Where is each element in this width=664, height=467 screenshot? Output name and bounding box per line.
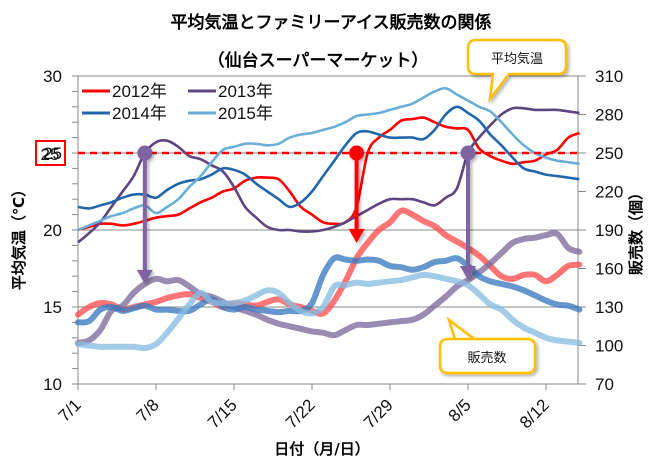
sales-line-2013 — [75, 230, 583, 346]
temperature-line-2015 — [77, 86, 580, 232]
y2-tick-label: 100 — [595, 337, 623, 356]
arrow-marker-dot — [460, 145, 476, 161]
y2-tick-label: 70 — [595, 375, 614, 394]
y2-tick-label: 160 — [595, 260, 623, 279]
legend-item-2012: 2012年 — [82, 82, 167, 101]
x-tick-label: 8/12 — [516, 395, 553, 432]
x-tick-label: 7/8 — [133, 395, 163, 425]
arrow-head — [348, 228, 365, 243]
y2-tick-label: 310 — [595, 67, 623, 86]
y2-tick-label: 190 — [595, 221, 623, 240]
chart-title: 平均気温とファミリーアイス販売数の関係 — [171, 12, 492, 33]
y-tick-label: 20 — [43, 221, 62, 240]
callout-sales — [438, 316, 537, 375]
x-tick-label: 7/1 — [55, 395, 85, 425]
y2-tick-label: 130 — [595, 298, 623, 317]
temperature-line-2013 — [77, 106, 580, 244]
y2-tick-label: 250 — [595, 144, 623, 163]
annotation-arrow-7-26 — [348, 145, 365, 243]
legend-label-2014: 2014年 — [112, 104, 167, 123]
legend-label-2013: 2013年 — [218, 82, 273, 101]
arrow-marker-dot — [349, 145, 365, 161]
sales-line-2012 — [75, 207, 583, 318]
y2-tick-label: 280 — [595, 106, 623, 125]
y2-axis-label: 販売数（個） — [627, 185, 645, 275]
annotation-arrow-7-7 — [136, 145, 153, 284]
callout-temperature — [466, 38, 568, 104]
chart-subtitle: （仙台スーパーマーケット） — [208, 50, 429, 71]
x-axis-label: 日付（月/日） — [274, 440, 369, 458]
legend-item-2014: 2014年 — [82, 104, 167, 123]
y-tick-label: 15 — [43, 298, 62, 317]
y-tick-label: 30 — [43, 67, 62, 86]
sales-line-2014 — [75, 254, 583, 326]
x-tick-label: 7/15 — [204, 395, 241, 432]
y-tick-label: 10 — [43, 375, 62, 394]
callout-temperature-label: 平均気温 — [491, 51, 543, 67]
threshold-label: 25 — [41, 145, 60, 164]
arrow-head — [136, 269, 153, 284]
threshold-label-box — [35, 140, 66, 166]
x-tick-label: 7/22 — [282, 395, 319, 432]
temperature-line-2014 — [77, 105, 580, 210]
legend-item-2013: 2013年 — [188, 82, 273, 101]
annotation-arrow-8-5 — [460, 145, 476, 281]
x-tick-label: 7/29 — [360, 395, 397, 432]
sales-line-2015 — [75, 271, 583, 352]
legend-item-2015: 2015年 — [188, 104, 273, 123]
callout-sales-bubble — [438, 316, 537, 375]
callout-temperature-bubble — [466, 38, 568, 104]
x-tick-label: 8/5 — [445, 395, 475, 425]
arrow-head — [460, 266, 476, 281]
temperature-line-2012 — [77, 116, 580, 232]
legend-label-2012: 2012年 — [112, 82, 167, 101]
y2-tick-label: 220 — [595, 183, 623, 202]
legend: 2012年 2013年 2014年 2015年 — [82, 82, 273, 123]
callout-sales-label: 販売数 — [467, 350, 506, 366]
legend-label-2015: 2015年 — [218, 104, 273, 123]
arrow-marker-dot — [137, 145, 153, 161]
y-axis-label: 平均気温（℃） — [10, 182, 28, 290]
y-tick-label: 25 — [43, 144, 62, 163]
